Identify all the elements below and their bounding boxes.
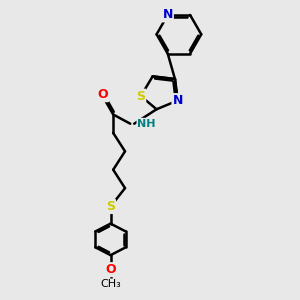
Text: S: S (136, 90, 145, 103)
Text: N: N (163, 8, 173, 22)
Text: S: S (106, 200, 115, 213)
Text: O: O (105, 263, 116, 276)
Text: NH: NH (137, 119, 156, 129)
Text: O: O (98, 88, 108, 101)
Text: CH₃: CH₃ (100, 279, 121, 289)
Text: N: N (172, 94, 183, 107)
